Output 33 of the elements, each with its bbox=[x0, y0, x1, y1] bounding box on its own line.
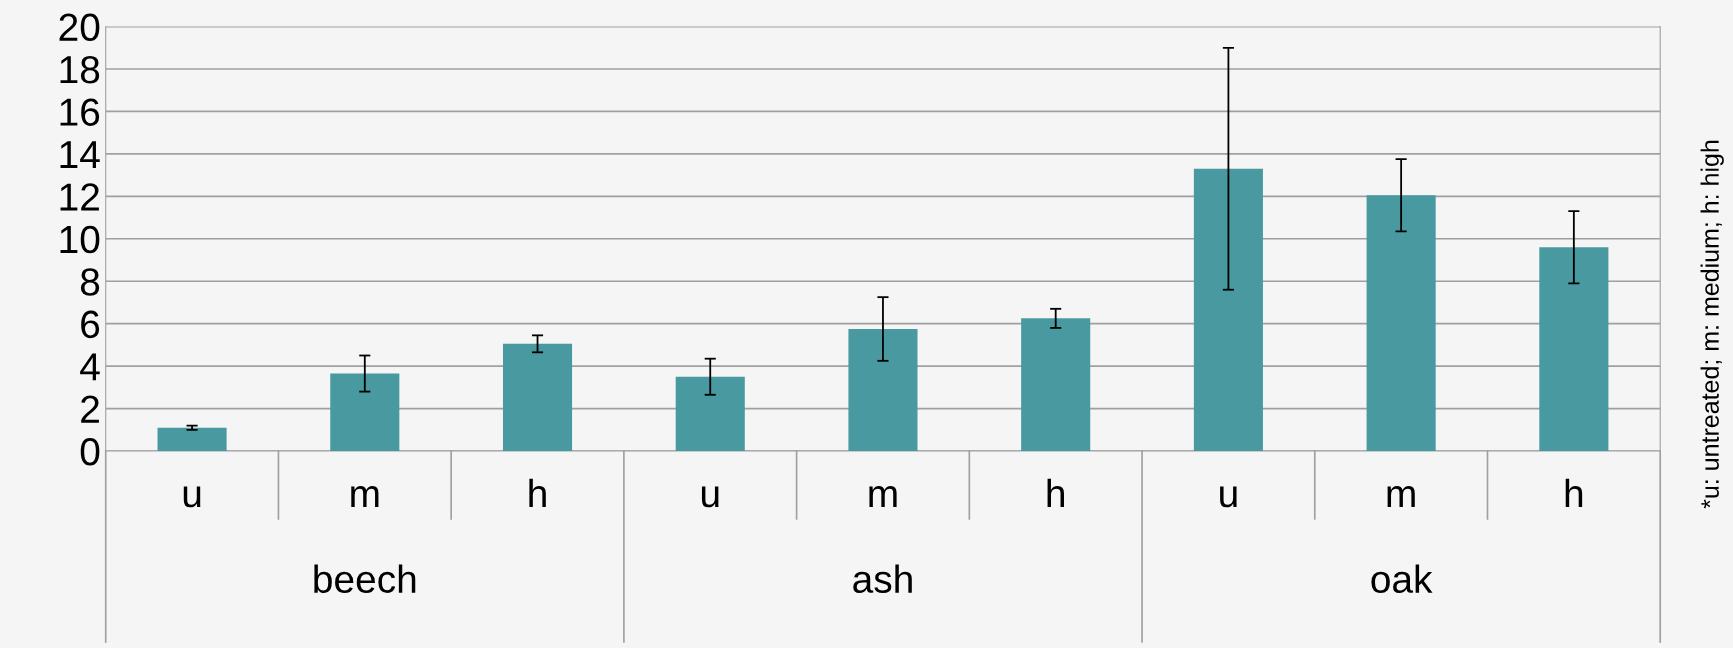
x-tick-label: m bbox=[1387, 486, 1415, 507]
y-tick-label: 2 bbox=[81, 395, 99, 423]
y-tick-label: 14 bbox=[60, 141, 100, 168]
x-tick-label: u bbox=[1220, 486, 1237, 508]
bar bbox=[1366, 195, 1436, 452]
bar bbox=[330, 373, 400, 452]
bar bbox=[1193, 168, 1263, 452]
y-tick-label: 16 bbox=[60, 98, 100, 126]
y-tick-label: 6 bbox=[81, 310, 100, 339]
y-tick-label: 20 bbox=[59, 13, 100, 42]
bar bbox=[502, 343, 573, 452]
y-tick-label: 10 bbox=[60, 225, 100, 254]
y-tick-label: 0 bbox=[80, 437, 100, 466]
text: beech bbox=[314, 564, 416, 594]
y-tick-label: 4 bbox=[80, 353, 100, 381]
x-tick-label: h bbox=[529, 478, 546, 507]
text: oak bbox=[1371, 564, 1433, 594]
y-tick-label: 18 bbox=[60, 55, 100, 84]
bar bbox=[157, 427, 227, 452]
bar bbox=[675, 376, 745, 452]
x-tick-label: m bbox=[869, 486, 897, 507]
y-tick-label: 8 bbox=[80, 268, 100, 296]
text: ash bbox=[853, 564, 912, 594]
bar bbox=[848, 328, 918, 452]
text: *u: untreated; m: medium; h: high bbox=[1700, 140, 1724, 509]
bar bbox=[1539, 247, 1609, 452]
x-tick-label: h bbox=[1047, 478, 1064, 507]
x-tick-label: h bbox=[1565, 478, 1583, 507]
x-tick-label: u bbox=[183, 486, 201, 508]
bar bbox=[1021, 318, 1091, 452]
x-tick-label: u bbox=[701, 486, 719, 508]
x-tick-label: m bbox=[351, 486, 379, 507]
y-tick-label: 12 bbox=[60, 183, 99, 211]
